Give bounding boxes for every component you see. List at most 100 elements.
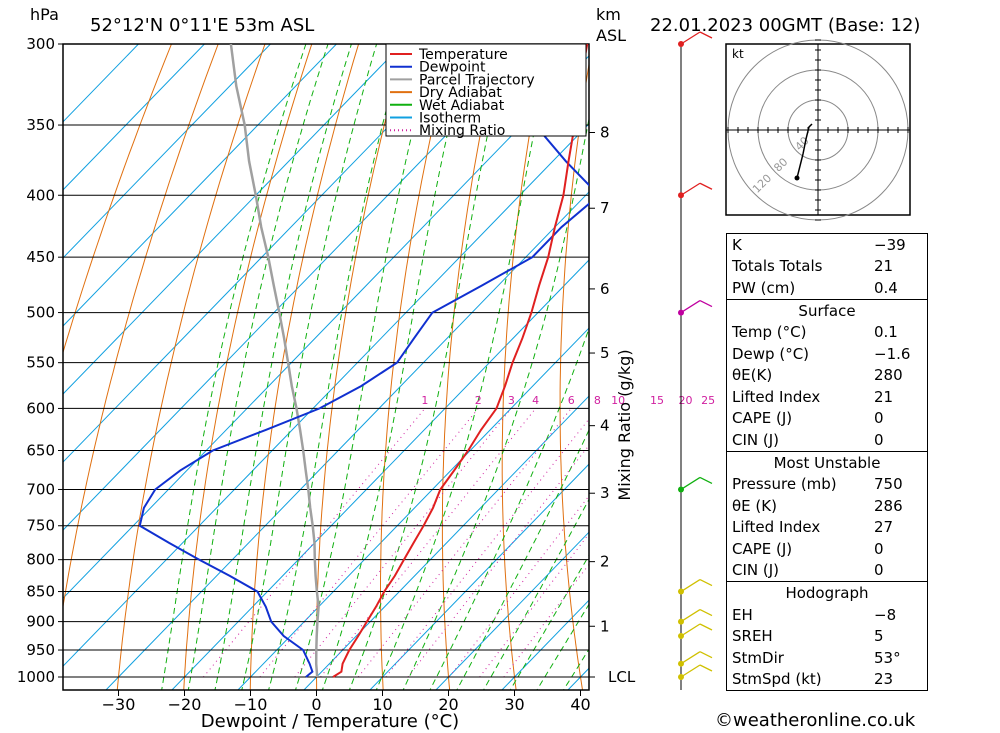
- dry-adiabat-line: [920, 8, 1000, 703]
- hpa-unit-label: hPa: [30, 5, 59, 24]
- mixing-ratio-label: 8: [594, 394, 601, 407]
- copyright-text: ©weatheronline.co.uk: [715, 710, 916, 731]
- wind-barb-flag: [699, 182, 713, 190]
- dewpoint-profile: [138, 44, 589, 678]
- wind-barbs: [678, 31, 713, 690]
- hodograph-index-value: 5: [874, 627, 884, 646]
- most-unstable-index-value: 27: [874, 518, 894, 537]
- pressure-tick-label: 950: [26, 641, 55, 659]
- x-tick-label: 0: [311, 695, 321, 714]
- dry-adiabat-line: [249, 44, 360, 690]
- isotherm-line: [63, 44, 272, 259]
- mixing-ratio-label: 10: [611, 394, 625, 407]
- wind-barb-flag: [699, 609, 713, 617]
- hodograph-index-value: −8: [874, 605, 897, 624]
- surface-index-value: 280: [874, 366, 903, 385]
- datetime-title: 22.01.2023 00GMT (Base: 12): [650, 15, 920, 36]
- km-tick-label: 3: [600, 484, 610, 502]
- wet-adiabat-line: [456, 428, 589, 690]
- axes: 3003504004505005506006507007508008509009…: [17, 35, 591, 714]
- pressure-tick-label: 850: [26, 583, 55, 601]
- most-unstable-index-label: CIN (J): [732, 561, 780, 580]
- pressure-tick-label: 350: [26, 116, 55, 134]
- x-tick-label: −30: [102, 695, 136, 714]
- wind-barb-staff: [680, 300, 701, 314]
- parcel-trajectory-profile: [229, 44, 320, 678]
- km-tick-label: 4: [600, 417, 610, 435]
- hodograph-index-row: StmSpd (kt) 23: [727, 669, 927, 691]
- wet-adiabat-line: [161, 44, 307, 690]
- wind-barb-flag: [699, 31, 713, 39]
- hodograph-index-label: SREH: [732, 627, 773, 646]
- hodograph-index-value: 53°: [874, 648, 901, 667]
- legend-label: Dewpoint: [419, 60, 486, 76]
- pressure-tick-label: 1000: [17, 668, 55, 686]
- dry-adiabat-line: [63, 44, 219, 610]
- index-value: −39: [874, 235, 906, 254]
- mixing-ratio-label: 4: [532, 394, 539, 407]
- most-unstable-index-row: Lifted Index 27: [727, 517, 927, 539]
- wet-adiabat-line: [321, 44, 469, 690]
- index-row: K −39: [727, 234, 927, 256]
- pressure-tick-label: 800: [26, 551, 55, 569]
- hodograph-index-label: StmSpd (kt): [732, 670, 822, 689]
- wind-barb-staff: [680, 476, 701, 491]
- wind-barb-flag: [699, 651, 713, 659]
- most-unstable-index-label: θE (K): [732, 496, 777, 515]
- wind-barb-staff: [680, 31, 701, 45]
- dry-adiabat-line: [441, 44, 500, 690]
- isobar-lines: [63, 43, 589, 678]
- most-unstable-index-row: CIN (J) 0: [727, 560, 927, 582]
- surface-heading: Surface: [727, 298, 927, 322]
- dry-adiabat-line: [380, 44, 453, 690]
- surface-index-label: Temp (°C): [732, 323, 807, 342]
- legend-label: Isotherm: [419, 111, 481, 127]
- mixing-ratio-labels: 1 2 3 4 6 8 10 15 20 25: [421, 394, 715, 407]
- surface-index-row: θE(K) 280: [727, 365, 927, 387]
- wet-adiabat-line: [429, 327, 589, 690]
- index-label: Totals Totals: [732, 257, 823, 276]
- most-unstable-index-label: Lifted Index: [732, 518, 821, 537]
- km-tick-label: 7: [600, 199, 610, 217]
- surface-index-label: Dewp (°C): [732, 344, 810, 363]
- most-unstable-index-row: CAPE (J) 0: [727, 538, 927, 560]
- isotherm-line: [63, 44, 206, 191]
- isotherm-line: [369, 463, 589, 690]
- surface-index-value: −1.6: [874, 344, 911, 363]
- isotherm-line: [237, 327, 589, 690]
- dry-adiabat-line: [63, 44, 173, 355]
- dry-adiabat-line: [116, 44, 266, 690]
- mixing-ratio-label: 6: [568, 394, 575, 407]
- indices-panel: K −39 Totals Totals 21 PW (cm) 0.4 Surface Te…: [726, 233, 928, 691]
- km-tick-label: 6: [600, 280, 610, 298]
- legend-label: Wet Adiabat: [419, 98, 505, 114]
- km-tick-label: 5: [600, 344, 610, 362]
- wet-adiabat-line: [375, 44, 553, 690]
- pressure-tick-label: 550: [26, 354, 55, 372]
- surface-index-value: 0.1: [874, 323, 898, 342]
- temperature-profile: [332, 44, 589, 678]
- mixing-ratio-line: [407, 444, 589, 678]
- most-unstable-index-value: 286: [874, 496, 903, 515]
- index-row: Totals Totals 21: [727, 256, 927, 278]
- pressure-tick-label: 750: [26, 517, 55, 535]
- dry-adiabat-line: [183, 44, 313, 690]
- pressure-tick-label: 500: [26, 304, 55, 322]
- x-tick-label: 20: [438, 695, 458, 714]
- km-tick-label: 8: [600, 124, 610, 142]
- wet-adiabat-line: [187, 44, 329, 690]
- plot-frame: [62, 43, 590, 691]
- hodograph-storm-motion: [794, 175, 800, 181]
- x-tick-label: 30: [504, 695, 524, 714]
- surface-index-label: θE(K): [732, 366, 773, 385]
- x-axis-label: Dewpoint / Temperature (°C): [201, 711, 459, 732]
- wind-barb-flag: [699, 299, 713, 308]
- surface-index-value: 0: [874, 409, 884, 428]
- isotherm-line: [435, 531, 589, 690]
- legend-label: Dry Adiabat: [419, 85, 502, 101]
- pressure-tick-label: 600: [26, 399, 55, 417]
- wet-adiabat-line: [402, 116, 589, 690]
- mixing-ratio-line: [479, 532, 589, 678]
- wet-adiabat-line: [536, 603, 589, 690]
